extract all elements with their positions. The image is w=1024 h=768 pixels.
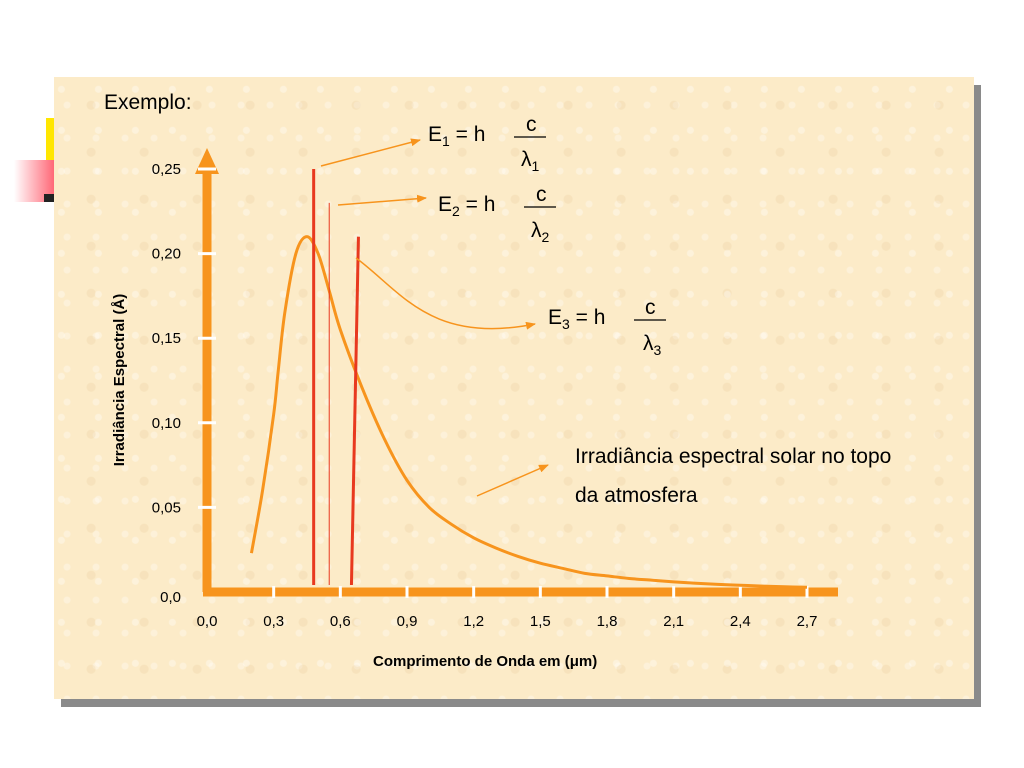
x-axis-label: Comprimento de Onda em (μm) [373, 653, 597, 670]
irradiance-curve [249, 235, 808, 589]
decorative-dark-mark [44, 194, 54, 202]
arrow-e3 [355, 257, 536, 330]
y-tick-label: 0,10 [152, 415, 181, 432]
svg-text:λ2: λ2 [531, 219, 550, 245]
x-tick-label: 1,5 [530, 613, 551, 630]
svg-text:c: c [645, 296, 656, 319]
y-tick-label: 0,15 [152, 330, 181, 347]
arrow-e2 [337, 194, 427, 206]
x-tick-label: 1,2 [463, 613, 484, 630]
x-axis-ticks: 0,0 0,3 0,6 0,9 1,2 1,5 1,8 2,1 2,4 2,7 [197, 586, 818, 630]
arrow-curve-label [476, 464, 549, 497]
equation-e1: E1 = h c λ1 [428, 113, 546, 174]
x-tick-label: 2,7 [797, 613, 818, 630]
svg-text:E2 = h: E2 = h [438, 193, 495, 219]
wavelength-lines [312, 169, 360, 586]
y-axis-label: Irradiância Espectral (Å) [111, 294, 128, 467]
example-label: Exemplo: [104, 91, 192, 114]
x-tick-label: 2,4 [730, 613, 751, 630]
curve-label-line1: Irradiância espectral solar no topo [575, 445, 891, 468]
x-tick-label: 0,3 [263, 613, 284, 630]
y-tick-label: 0,0 [160, 589, 181, 606]
y-tick-label: 0,25 [152, 161, 181, 178]
x-tick-label: 1,8 [597, 613, 618, 630]
x-tick-label: 0,6 [330, 613, 351, 630]
y-axis-ticks: 0,0 0,05 0,10 0,15 0,20 0,25 [152, 161, 216, 606]
svg-text:E3 = h: E3 = h [548, 306, 605, 332]
arrow-e1 [320, 138, 421, 167]
svg-text:c: c [526, 113, 537, 136]
svg-text:E1 = h: E1 = h [428, 123, 485, 149]
x-tick-label: 2,1 [663, 613, 684, 630]
y-tick-label: 0,20 [152, 246, 181, 263]
svg-text:λ1: λ1 [521, 148, 540, 174]
svg-text:λ3: λ3 [643, 332, 662, 358]
equation-e2: E2 = h c λ2 [438, 183, 556, 245]
wavelength-line-3 [349, 236, 360, 586]
x-tick-label: 0,0 [197, 613, 218, 630]
x-tick-label: 0,9 [397, 613, 418, 630]
svg-text:c: c [536, 183, 547, 206]
series-layer [249, 235, 808, 589]
equation-e3: E3 = h c λ3 [548, 296, 666, 358]
curve-label-line2: da atmosfera [575, 484, 698, 507]
y-tick-label: 0,05 [152, 499, 181, 516]
